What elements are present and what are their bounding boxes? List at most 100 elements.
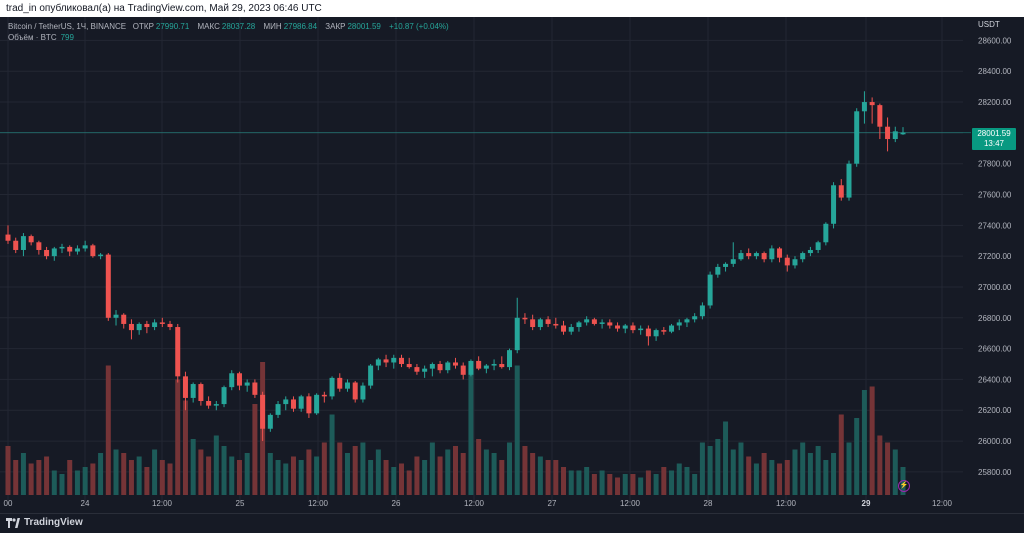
candle-body (684, 319, 690, 323)
candle-body (738, 253, 744, 260)
volume-bar (746, 456, 752, 495)
candle-body (723, 263, 729, 267)
volume-bar (615, 477, 621, 495)
legend-open-value: 27990.71 (155, 22, 190, 31)
x-tick-label: 25 (236, 499, 245, 508)
candle-body (82, 245, 88, 249)
brand-label: TradingView (24, 517, 83, 528)
volume-bar (507, 442, 513, 495)
candle-body (854, 111, 860, 164)
volume-bar (352, 446, 358, 495)
candle-body (360, 385, 366, 400)
volume-bar (622, 474, 628, 495)
volume-bar (152, 449, 158, 495)
volume-bar (514, 365, 520, 495)
candle-body (607, 322, 613, 326)
candle-body (669, 325, 675, 332)
candle-body (645, 328, 651, 337)
candle-body (229, 373, 235, 388)
candle-body (337, 377, 343, 389)
volume-bar (244, 453, 250, 495)
candle-body (36, 242, 42, 250)
volume-bar (823, 460, 829, 495)
candle-body (175, 327, 181, 377)
volume-bar (483, 449, 489, 495)
candle-body (784, 257, 790, 266)
chart-legend: Bitcoin / TetherUS, 1Ч, BINANCE ОТКР 2799… (8, 21, 449, 43)
volume-bar (730, 449, 736, 495)
last-price-tag: 28001.59 13:47 (972, 127, 1016, 150)
candle-body (730, 259, 736, 264)
candle-body (807, 249, 813, 254)
legend-close-label: ЗАКР (325, 22, 346, 31)
candle-body (877, 105, 883, 127)
candle-body (290, 399, 296, 409)
candle-body (777, 248, 783, 258)
candle-body (90, 245, 96, 257)
candle-body (414, 367, 420, 372)
volume-bar (715, 439, 721, 495)
volume-bar (98, 453, 104, 495)
volume-bar (59, 474, 65, 495)
candle-body (198, 384, 204, 401)
candle-body (545, 319, 551, 324)
candle-body (499, 364, 505, 368)
volume-bar (707, 446, 713, 495)
volume-bar (13, 460, 19, 495)
tradingview-brand[interactable]: TradingView (6, 517, 83, 528)
candle-body (746, 253, 752, 257)
candlestick-chart[interactable]: 28600.0028400.0028200.0028000.0027800.00… (0, 17, 1024, 513)
candle-body (823, 223, 829, 243)
volume-bar (769, 460, 775, 495)
candle-body (483, 365, 489, 369)
candle-body (406, 364, 412, 368)
volume-bar (221, 446, 227, 495)
volume-bar (723, 421, 729, 495)
volume-bar (499, 460, 505, 495)
candle-body (429, 364, 435, 369)
volume-bar (44, 456, 50, 495)
volume-bar (144, 467, 150, 495)
volume-bar (831, 453, 837, 495)
x-tick-label: 26 (392, 499, 401, 508)
candle-body (152, 322, 158, 328)
volume-bar (398, 463, 404, 495)
legend-ohlc-row: Bitcoin / TetherUS, 1Ч, BINANCE ОТКР 2799… (8, 21, 449, 32)
candle-body (800, 253, 806, 260)
candle-body (128, 323, 134, 331)
candle-body (167, 323, 173, 328)
candle-body (892, 131, 898, 140)
tradingview-logo-icon (6, 517, 20, 528)
volume-bar (445, 449, 451, 495)
candle-body (576, 322, 582, 328)
legend-low-label: МИН (263, 22, 282, 31)
volume-bar (51, 470, 57, 495)
volume-bar (190, 439, 196, 495)
volume-bar (777, 463, 783, 495)
volume-bar (159, 460, 165, 495)
volume-bar (275, 460, 281, 495)
volume-bar (869, 386, 875, 495)
volume-bar (468, 369, 474, 495)
price-axis-currency[interactable]: USDT (978, 20, 1000, 29)
y-tick-label: 27000.00 (978, 283, 1012, 292)
volume-bar (792, 449, 798, 495)
candle-body (568, 327, 574, 332)
volume-bar (638, 477, 644, 495)
y-tick-label: 28400.00 (978, 67, 1012, 76)
candle-body (20, 236, 26, 250)
candle-body (306, 396, 312, 414)
volume-bar (568, 470, 574, 495)
volume-bar (676, 463, 682, 495)
volume-bar (414, 456, 420, 495)
chart-pane[interactable]: 28600.0028400.0028200.0028000.0027800.00… (0, 17, 1024, 513)
flash-icon[interactable]: ⚡ (898, 480, 910, 492)
volume-bar (684, 467, 690, 495)
y-tick-label: 26200.00 (978, 406, 1012, 415)
candle-body (838, 185, 844, 198)
candle-body (653, 330, 659, 337)
candle-body (707, 274, 713, 306)
volume-bar (406, 470, 412, 495)
volume-bar (283, 463, 289, 495)
volume-bar (460, 453, 466, 495)
